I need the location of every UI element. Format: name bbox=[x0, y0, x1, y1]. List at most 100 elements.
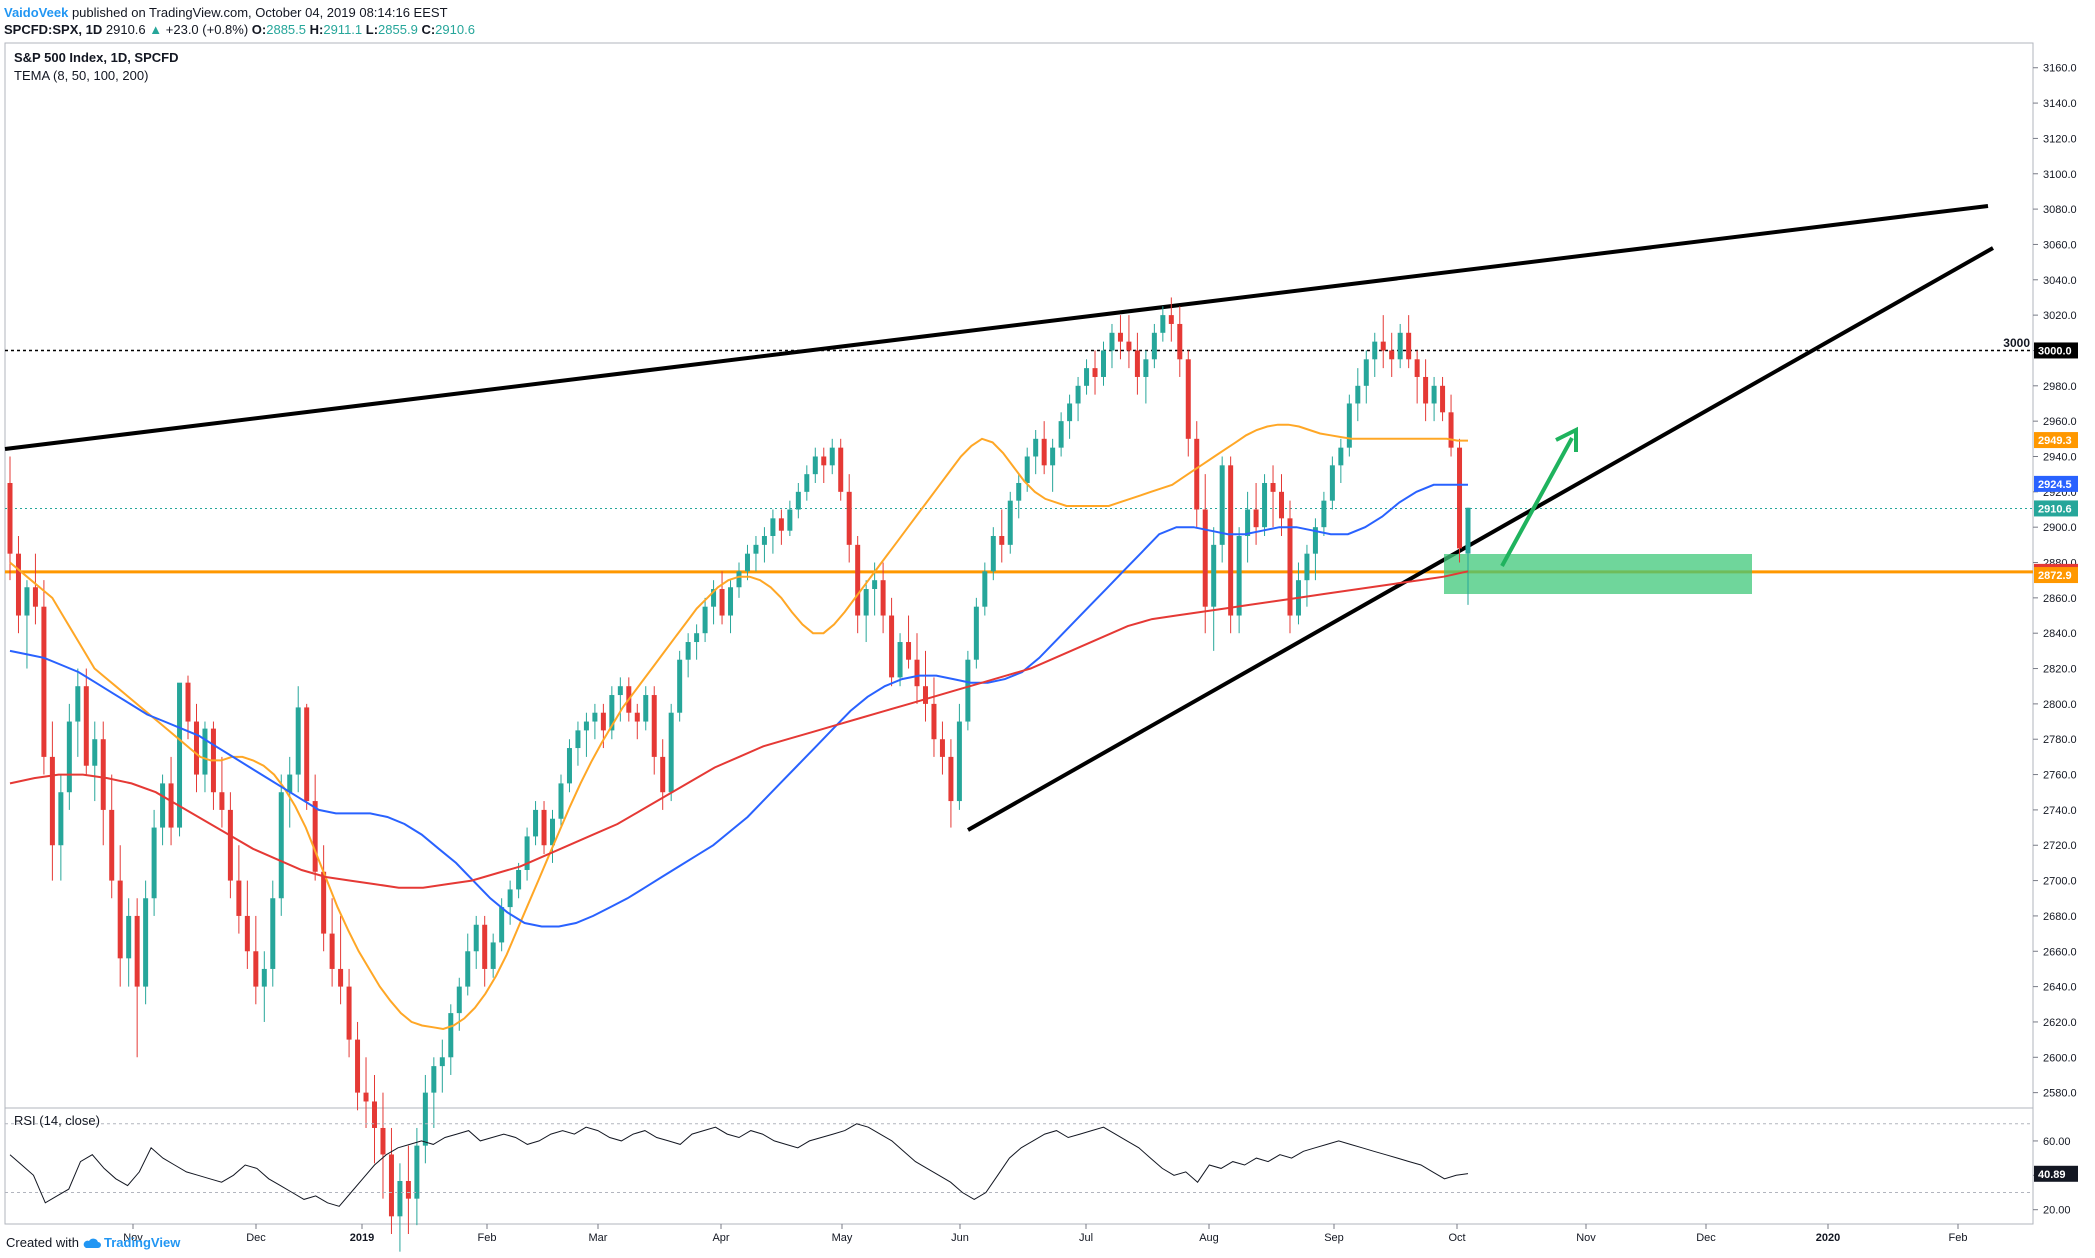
candle-body bbox=[143, 898, 149, 987]
last-price: 2910.6 bbox=[105, 22, 146, 37]
candle-body bbox=[32, 587, 38, 607]
candle-body bbox=[405, 1180, 411, 1199]
time-tick-label: Jun bbox=[951, 1232, 969, 1244]
upper-trendline[interactable] bbox=[4, 204, 1989, 451]
price-tick-label: 2940.0 bbox=[2043, 451, 2077, 463]
candle-body bbox=[1329, 465, 1335, 501]
candle-body bbox=[414, 1145, 420, 1199]
candle-body bbox=[1287, 518, 1293, 616]
candle-body bbox=[948, 756, 954, 802]
price-tick-label: 3040.0 bbox=[2043, 275, 2077, 287]
candle-body bbox=[643, 695, 649, 722]
tradingview-brand-text: TradingView bbox=[103, 1235, 181, 1250]
candle-body bbox=[83, 686, 89, 766]
candle-body bbox=[193, 721, 199, 775]
candle-body bbox=[1397, 332, 1403, 360]
candle-body bbox=[609, 695, 615, 731]
candle-body bbox=[507, 889, 513, 908]
candle-body bbox=[1151, 332, 1157, 360]
price-tick-label: 2600.0 bbox=[2043, 1052, 2077, 1064]
candle-body bbox=[1304, 553, 1310, 581]
candle-body bbox=[575, 730, 581, 749]
candle-body bbox=[1168, 315, 1174, 324]
candle-body bbox=[117, 880, 123, 959]
author-link[interactable]: VaidoVeek bbox=[4, 5, 69, 20]
price-tick-label: 2820.0 bbox=[2043, 664, 2077, 676]
arrow-up-icon[interactable] bbox=[1555, 426, 1578, 452]
candle-body bbox=[931, 703, 937, 740]
candle-body bbox=[1160, 315, 1166, 333]
rsi-tick-label: 60.00 bbox=[2043, 1136, 2071, 1148]
candle-body bbox=[702, 606, 708, 634]
candle-body bbox=[92, 739, 98, 766]
candle-body bbox=[1101, 350, 1106, 377]
candle-body bbox=[253, 951, 259, 987]
price-badge-text: 2924.5 bbox=[2038, 479, 2072, 491]
candle-body bbox=[668, 712, 674, 793]
price-tick-label: 2960.0 bbox=[2043, 416, 2077, 428]
candle-body bbox=[728, 587, 734, 616]
candle-body bbox=[329, 933, 335, 969]
candle-body bbox=[600, 712, 606, 731]
candle-body bbox=[965, 659, 971, 722]
tradingview-brand[interactable]: TradingView bbox=[83, 1235, 180, 1250]
candle-body bbox=[761, 536, 767, 545]
high-value: 2911.1 bbox=[323, 22, 363, 37]
up-arrow-shaft[interactable] bbox=[1500, 437, 1574, 567]
candle-body bbox=[1312, 527, 1318, 554]
candle-body bbox=[1338, 447, 1344, 466]
candle-body bbox=[821, 456, 827, 466]
candle-body bbox=[524, 836, 530, 870]
price-badge bbox=[2034, 342, 2078, 359]
price-badge bbox=[2034, 500, 2078, 517]
rsi-line bbox=[9, 1123, 1469, 1207]
candle-body bbox=[431, 1066, 437, 1093]
tema-mid-line bbox=[9, 483, 1468, 928]
candle-body bbox=[677, 659, 683, 713]
price-tick-label: 2780.0 bbox=[2043, 734, 2077, 746]
open-label: O: bbox=[251, 22, 267, 37]
target-zone[interactable] bbox=[1444, 554, 1752, 594]
close-label: C: bbox=[421, 22, 436, 37]
footer: Created with TradingView bbox=[6, 1235, 180, 1250]
time-tick-label: Jul bbox=[1079, 1232, 1093, 1244]
lower-trendline[interactable] bbox=[967, 246, 1994, 832]
time-tick-label: Oct bbox=[1448, 1232, 1465, 1244]
candle-body bbox=[914, 659, 920, 687]
candle-body bbox=[812, 456, 818, 475]
tradingview-cloud-icon bbox=[83, 1238, 101, 1248]
time-tick-label: 2020 bbox=[1816, 1232, 1840, 1244]
close-value: 2910.6 bbox=[435, 22, 475, 37]
candle-body bbox=[651, 695, 657, 757]
price-badge bbox=[2034, 432, 2078, 449]
candle-body bbox=[922, 686, 928, 704]
price-tick-label: 2720.0 bbox=[2043, 840, 2077, 852]
candle-body bbox=[355, 1039, 361, 1093]
candle-body bbox=[1236, 536, 1242, 616]
candle-body bbox=[1380, 341, 1386, 351]
price-tick-label: 2700.0 bbox=[2043, 876, 2077, 888]
candle-body bbox=[109, 809, 115, 881]
candle-body bbox=[1092, 368, 1098, 377]
time-tick-label: Mar bbox=[589, 1232, 608, 1244]
time-tick-label: May bbox=[832, 1232, 853, 1244]
candle-body bbox=[1321, 500, 1327, 528]
candle-body bbox=[778, 518, 784, 531]
price-tick-label: 2640.0 bbox=[2043, 982, 2077, 994]
candle-body bbox=[566, 748, 572, 784]
price-tick-label: 3100.0 bbox=[2043, 169, 2077, 181]
time-tick-label: 2019 bbox=[350, 1232, 374, 1244]
rsi-badge bbox=[2034, 1165, 2078, 1182]
quote-line: SPCFD:SPX, 1D 2910.6 ▲ +23.0 (+0.8%) O:2… bbox=[4, 21, 475, 38]
candle-body bbox=[134, 915, 140, 987]
candle-body bbox=[711, 589, 717, 607]
candle-body bbox=[1041, 438, 1047, 466]
candle-body bbox=[1007, 500, 1013, 545]
candle-body bbox=[287, 774, 293, 793]
candle-body bbox=[439, 1057, 445, 1067]
candle-body bbox=[75, 686, 81, 722]
price-tick-label: 2900.0 bbox=[2043, 522, 2077, 534]
price-tick-label: 2660.0 bbox=[2043, 946, 2077, 958]
candle-body bbox=[372, 1101, 377, 1128]
